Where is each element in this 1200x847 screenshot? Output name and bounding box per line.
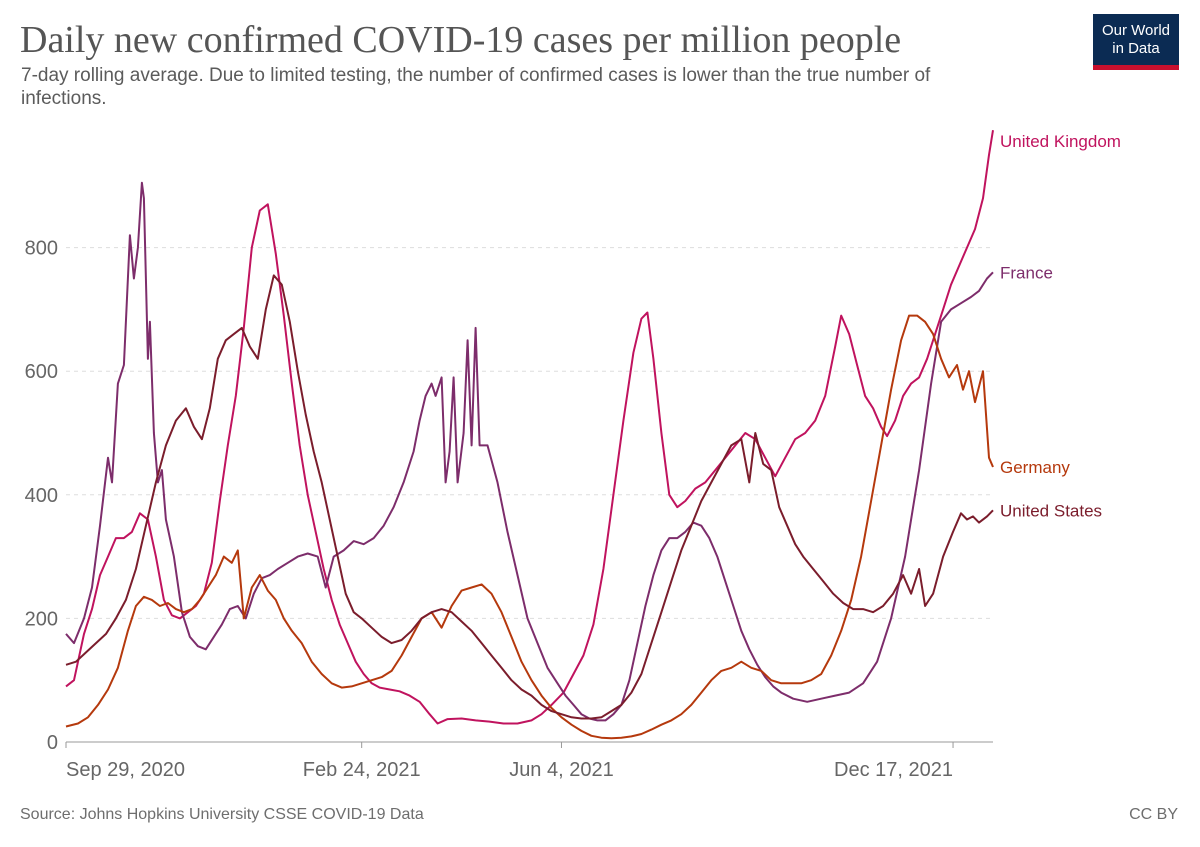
logo-line-1: Our World — [1101, 22, 1171, 39]
axis-layer: 0 200 400 600 800 Sep 29, 2020 Feb 24, 2021 Jun… — [25, 238, 993, 781]
chart-subtitle: 7-day rolling average. Due to limited te… — [21, 65, 931, 109]
series-label-united-states[interactable]: United States — [1000, 501, 1102, 520]
y-tick-label: 600 — [25, 361, 58, 383]
label-layer: United Kingdom France Germany United States — [1000, 132, 1121, 520]
x-tick-label: Jun 4, 2021 — [509, 759, 614, 781]
grid-layer — [66, 247, 993, 619]
y-tick-label: 400 — [25, 485, 58, 507]
series-line-united-states[interactable] — [65, 274, 994, 720]
x-tick-label: Sep 29, 2020 — [66, 759, 185, 781]
x-tick-label: Dec 17, 2021 — [834, 759, 953, 781]
logo-line-2: in Data — [1112, 40, 1160, 57]
license-link[interactable]: CC BY — [1129, 806, 1178, 823]
series-label-france[interactable]: France — [1000, 263, 1053, 282]
y-tick-label: 0 — [47, 732, 58, 754]
y-tick-label: 800 — [25, 238, 58, 260]
y-tick-label: 200 — [25, 608, 58, 630]
series-line-united-kingdom[interactable] — [65, 130, 994, 725]
series-label-germany[interactable]: Germany — [1000, 458, 1070, 477]
x-tick-label: Feb 24, 2021 — [303, 759, 421, 781]
source-note: Source: Johns Hopkins University CSSE CO… — [20, 806, 424, 823]
series-line-france[interactable] — [65, 181, 994, 722]
chart-title: Daily new confirmed COVID-19 cases per m… — [20, 19, 902, 61]
series-label-united-kingdom[interactable]: United Kingdom — [1000, 132, 1121, 151]
series-line-germany[interactable] — [65, 314, 994, 740]
series-layer — [65, 130, 994, 740]
owid-logo[interactable]: Our World in Data — [1093, 14, 1179, 70]
